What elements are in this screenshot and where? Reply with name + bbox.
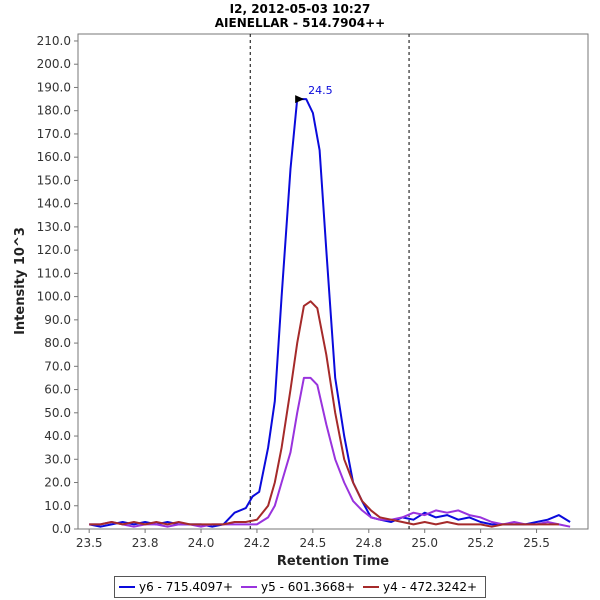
y-axis: 0.0 10.0 20.0 30.0 40.0 50.0 60.0 70.0 80.0 90.0 1…: [37, 34, 78, 536]
x-tick-label: 23.8: [132, 536, 159, 550]
y-tick-label: 100.0: [37, 290, 71, 304]
y-axis-label: Intensity 10^3: [13, 227, 28, 335]
x-tick-label: 24.5: [300, 536, 327, 550]
legend-label-y4: y4 - 472.3242+: [383, 580, 478, 594]
legend-label-y5: y5 - 601.3668+: [261, 580, 356, 594]
x-axis: 23.5 23.8 24.0 24.2 24.5 24.8 25.0 25.2 25.5: [76, 529, 550, 550]
legend: y6 - 715.4097+ y5 - 601.3668+ y4 - 472.3…: [114, 576, 486, 598]
y-tick-label: 90.0: [44, 313, 71, 327]
x-tick-label: 24.2: [244, 536, 271, 550]
y-tick-label: 130.0: [37, 220, 71, 234]
chart-title-line1: I2, 2012-05-03 10:27: [229, 2, 371, 16]
y-tick-label: 60.0: [44, 383, 71, 397]
legend-label-y6: y6 - 715.4097+: [139, 580, 234, 594]
x-tick-label: 23.5: [76, 536, 103, 550]
y-tick-label: 50.0: [44, 406, 71, 420]
x-tick-label: 25.5: [523, 536, 550, 550]
legend-swatch-y4: [363, 586, 380, 588]
y-tick-label: 190.0: [37, 80, 71, 94]
y-tick-label: 70.0: [44, 359, 71, 373]
integration-boundaries: [249, 34, 410, 529]
y-tick-label: 120.0: [37, 243, 71, 257]
y-tick-label: 80.0: [44, 336, 71, 350]
chart-title-line2: AIENELLAR - 514.7904++: [214, 16, 386, 30]
y-tick-label: 20.0: [44, 476, 71, 490]
peak-marker-icon: [295, 95, 305, 104]
plot-area: [77, 33, 589, 530]
peak-label: 24.5: [308, 84, 333, 97]
legend-item-y4: y4 - 472.3242+: [363, 580, 477, 594]
y-tick-label: 210.0: [37, 34, 71, 48]
y-tick-label: 140.0: [37, 197, 71, 211]
series-line-1: [89, 376, 571, 528]
y-tick-label: 150.0: [37, 173, 71, 187]
y-tick-label: 160.0: [37, 150, 71, 164]
legend-swatch-y6: [119, 586, 135, 588]
peak-annotation: 24.5: [295, 84, 333, 104]
legend-item-y5: y5 - 601.3668+: [241, 580, 355, 594]
y-tick-label: 180.0: [37, 104, 71, 118]
series-line-2: [89, 300, 559, 528]
x-tick-label: 25.2: [467, 536, 494, 550]
y-tick-label: 10.0: [44, 499, 71, 513]
legend-swatch-y5: [241, 586, 258, 588]
y-tick-label: 200.0: [37, 57, 71, 71]
y-tick-label: 30.0: [44, 452, 71, 466]
y-tick-label: 110.0: [37, 266, 71, 280]
x-axis-label: Retention Time: [277, 554, 389, 569]
y-tick-label: 40.0: [44, 429, 71, 443]
x-tick-label: 24.8: [355, 536, 382, 550]
series-lines: [88, 98, 571, 528]
y-tick-label: 0.0: [52, 522, 71, 536]
legend-item-y6: y6 - 715.4097+: [119, 580, 233, 594]
x-tick-label: 25.0: [411, 536, 438, 550]
x-tick-label: 24.0: [188, 536, 215, 550]
y-tick-label: 170.0: [37, 127, 71, 141]
